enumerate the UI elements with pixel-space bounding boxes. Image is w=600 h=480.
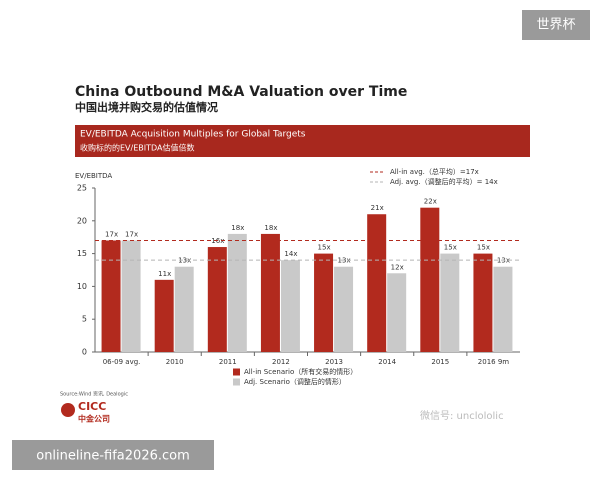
value-label: 17x: [125, 230, 138, 238]
value-label: 13x: [497, 257, 510, 265]
bar: [174, 266, 194, 352]
y-tick-label: 5: [82, 315, 87, 324]
value-label: 13x: [338, 257, 351, 265]
bar: [207, 247, 227, 352]
bar: [154, 279, 174, 352]
x-tick-label: 2011: [219, 358, 237, 366]
legend-label: All-in Scenario（所有交易的情形）: [244, 367, 357, 376]
bar: [367, 214, 387, 352]
bar: [280, 260, 300, 352]
bar: [227, 233, 247, 352]
y-tick-label: 25: [77, 184, 87, 193]
header-subtitle: 收购标的的EV/EBITDA估值倍数: [80, 143, 195, 153]
legend-label: Adj. Scenario（调整后的情形）: [244, 377, 346, 386]
site: onlineline-fifa2026.com: [36, 449, 190, 464]
bar: [473, 253, 493, 352]
value-label: 18x: [231, 224, 244, 232]
bar: [121, 240, 141, 352]
source: Source:Wind 资讯, Dealogic: [60, 391, 128, 398]
value-label: 18x: [264, 224, 277, 232]
value-label: 11x: [158, 270, 171, 278]
x-tick-label: 06-09 avg.: [103, 358, 141, 366]
wechat-watermark: 微信号: unclololic: [420, 409, 504, 422]
value-label: 15x: [477, 244, 490, 252]
value-label: 13x: [178, 257, 191, 265]
bar: [260, 233, 280, 352]
reference-legend-label: Adj. avg.（调整后的平均）= 14x: [390, 177, 498, 186]
bar: [387, 273, 407, 352]
x-tick-label: 2012: [272, 358, 290, 366]
x-tick-label: 2015: [431, 358, 449, 366]
chart-title: China Outbound M&A Valuation over Time: [75, 84, 407, 100]
bar: [440, 253, 460, 352]
y-tick-label: 0: [82, 348, 87, 357]
logo-en: CICC: [78, 400, 106, 413]
value-label: 14x: [284, 250, 297, 258]
value-label: 12x: [391, 263, 404, 271]
y-axis-label: EV/EBITDA: [75, 172, 112, 180]
logo-cn: 中金公司: [78, 414, 110, 424]
bar: [334, 266, 354, 352]
y-tick-label: 10: [77, 282, 87, 291]
badge-box: [522, 10, 590, 40]
x-tick-label: 2016 9m: [478, 358, 509, 366]
value-label: 17x: [105, 230, 118, 238]
logo-icon: [61, 403, 75, 417]
legend-swatch: [233, 368, 240, 376]
x-tick-label: 2010: [166, 358, 184, 366]
y-tick-label: 20: [77, 216, 87, 225]
value-label: 15x: [444, 244, 457, 252]
header-bar: [75, 125, 530, 157]
badge: 世界杯: [536, 18, 575, 33]
value-label: 16x: [211, 237, 224, 245]
value-label: 22x: [424, 198, 437, 206]
header-title: EV/EBITDA Acquisition Multiples for Glob…: [80, 130, 306, 140]
y-tick-label: 15: [77, 249, 87, 258]
x-tick-label: 2014: [378, 358, 396, 366]
bar: [101, 240, 121, 352]
bar: [493, 266, 513, 352]
reference-legend-label: All-in avg.（总平均）=17x: [390, 167, 479, 176]
chart-subtitle: 中国出境并购交易的估值情况: [75, 100, 218, 114]
bar: [420, 207, 440, 352]
value-label: 21x: [371, 204, 384, 212]
x-tick-label: 2013: [325, 358, 343, 366]
site-box: [12, 440, 214, 470]
value-label: 15x: [318, 244, 331, 252]
legend-swatch: [233, 378, 240, 386]
bar: [314, 253, 334, 352]
